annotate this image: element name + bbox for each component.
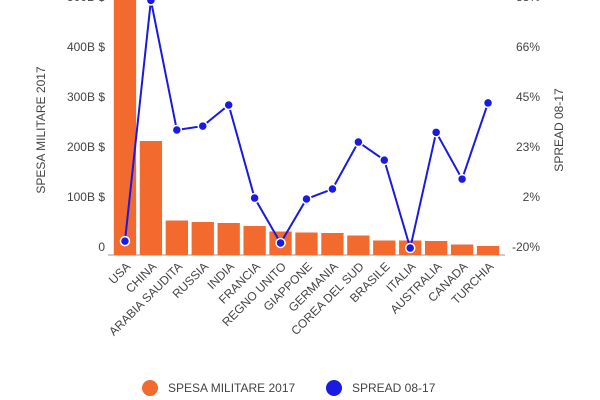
line-point: [379, 154, 390, 166]
line-point: [223, 99, 234, 111]
line-point: [482, 97, 494, 109]
bar: [217, 223, 240, 255]
line-point: [353, 136, 364, 148]
bar: [243, 226, 266, 255]
line-point: [301, 193, 312, 205]
legend-label: SPREAD 08-17: [352, 381, 436, 395]
y2-axis-title: SPREAD 08-17: [552, 88, 566, 172]
y2-tick-label: 2%: [523, 190, 541, 204]
legend-label: SPESA MILITARE 2017: [168, 381, 295, 395]
bar: [113, 0, 137, 255]
y-tick-label: 100B $: [67, 190, 105, 204]
y2-tick-label: -20%: [512, 240, 540, 254]
y-tick-label: 0: [98, 240, 105, 254]
line-point: [456, 173, 468, 185]
line-point: [119, 235, 131, 247]
legend-marker: [142, 380, 158, 396]
bar: [165, 220, 188, 255]
bar: [347, 235, 370, 255]
y-tick-label: 500B $: [67, 0, 105, 4]
y-tick-label: 400B $: [67, 40, 105, 54]
line-point: [145, 0, 157, 6]
line-point: [404, 242, 416, 254]
bar: [295, 232, 318, 255]
bar: [321, 233, 344, 255]
line-point: [430, 127, 442, 138]
line-point: [275, 237, 286, 249]
y2-tick-label: 66%: [516, 40, 540, 54]
y2-tick-label: 45%: [516, 90, 540, 104]
y2-tick-label: 88%: [516, 0, 540, 4]
bar: [450, 244, 474, 255]
line-point: [327, 183, 338, 195]
line-point: [197, 120, 209, 132]
y-tick-label: 300B $: [67, 90, 105, 104]
bar: [476, 246, 500, 255]
y-tick-label: 200B $: [67, 140, 105, 154]
bar: [139, 141, 163, 255]
bar: [191, 222, 214, 255]
line-point: [249, 192, 260, 204]
legend-marker: [326, 380, 342, 396]
line: [123, 0, 489, 253]
bar: [425, 241, 448, 255]
bar: [373, 240, 396, 255]
y2-tick-label: 23%: [516, 140, 540, 154]
line-point: [171, 124, 183, 136]
y-axis-title: SPESA MILITARE 2017: [34, 66, 48, 193]
